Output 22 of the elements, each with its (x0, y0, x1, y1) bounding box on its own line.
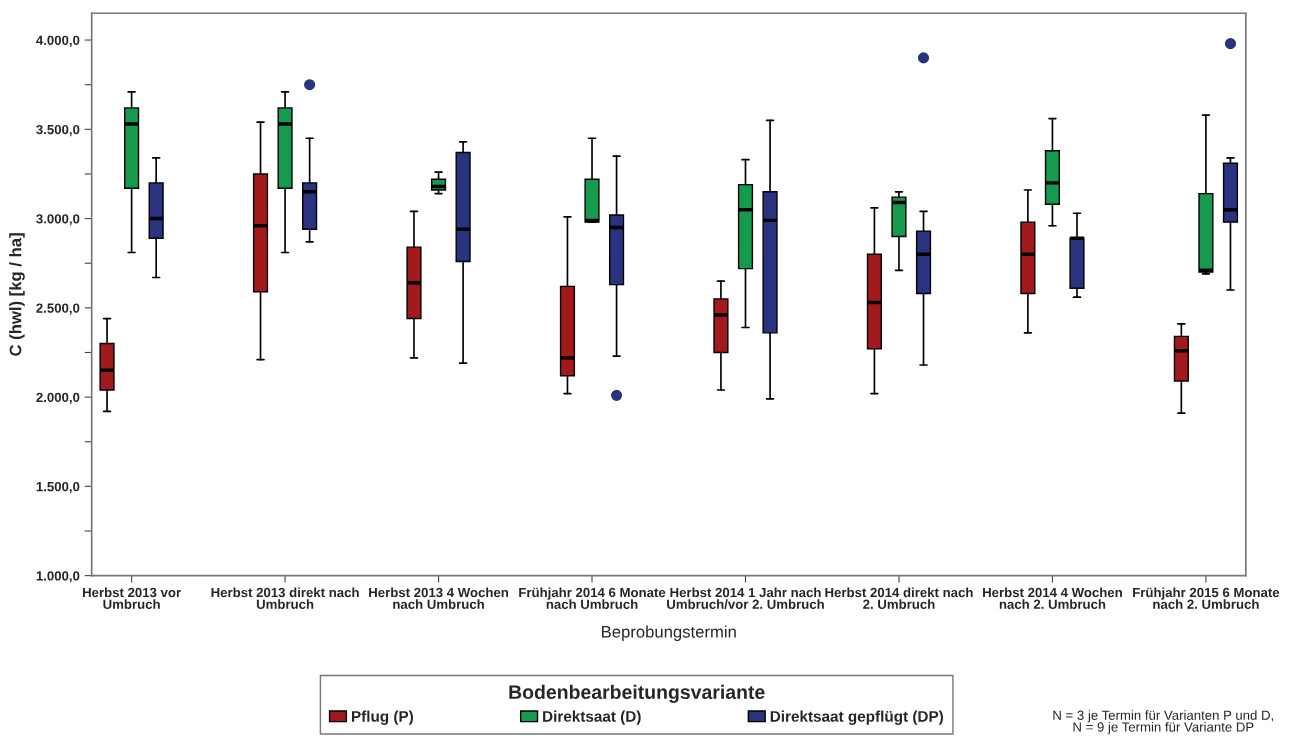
x-tick-label: Herbst 2014 4 Wochen nach 2. Umbruch (983, 587, 1122, 609)
x-tick-label: Frühjahr 2014 6 Monate nach Umbruch (519, 587, 666, 609)
legend-label: Pflug (P) (351, 710, 413, 725)
x-tick-label: Herbst 2014 direkt nach 2. Umbruch (825, 587, 973, 609)
x-axis-title: Beprobungstermin (602, 625, 736, 641)
y-tick-label: 3.000,0 (36, 214, 80, 226)
legend-title: Bodenbearbeitungsvariante (509, 684, 765, 703)
y-tick-label: 2.000,0 (36, 392, 80, 404)
x-tick-label: Frühjahr 2015 6 Monate nach 2. Umbruch (1133, 587, 1280, 609)
y-tick-label: 4.000,0 (36, 35, 80, 47)
x-tick-label: Herbst 2014 1 Jahr nach Umbruch/vor 2. Umbruch (667, 587, 824, 610)
legend-label: Direktsaat gepflügt (DP) (770, 710, 943, 725)
y-tick-label: 2.500,0 (36, 303, 80, 315)
y-axis-title: C (hwl) [kg / ha] (9, 233, 25, 356)
x-tick-label: Herbst 2013 direkt nach Umbruch (211, 587, 359, 609)
y-tick-label: 1.000,0 (36, 571, 80, 583)
x-tick-label: Herbst 2013 4 Wochen nach Umbruch (369, 587, 509, 609)
legend-label: Direktsaat (D) (543, 710, 641, 725)
x-tick-label: Herbst 2013 vor Umbruch (82, 587, 181, 609)
y-tick-label: 3.500,0 (36, 124, 80, 137)
text: N = 3 je Termin für Varianten P und D, N = 9 je Termin für Variante DP (1053, 710, 1274, 735)
y-tick-label: 1.500,0 (36, 481, 80, 494)
